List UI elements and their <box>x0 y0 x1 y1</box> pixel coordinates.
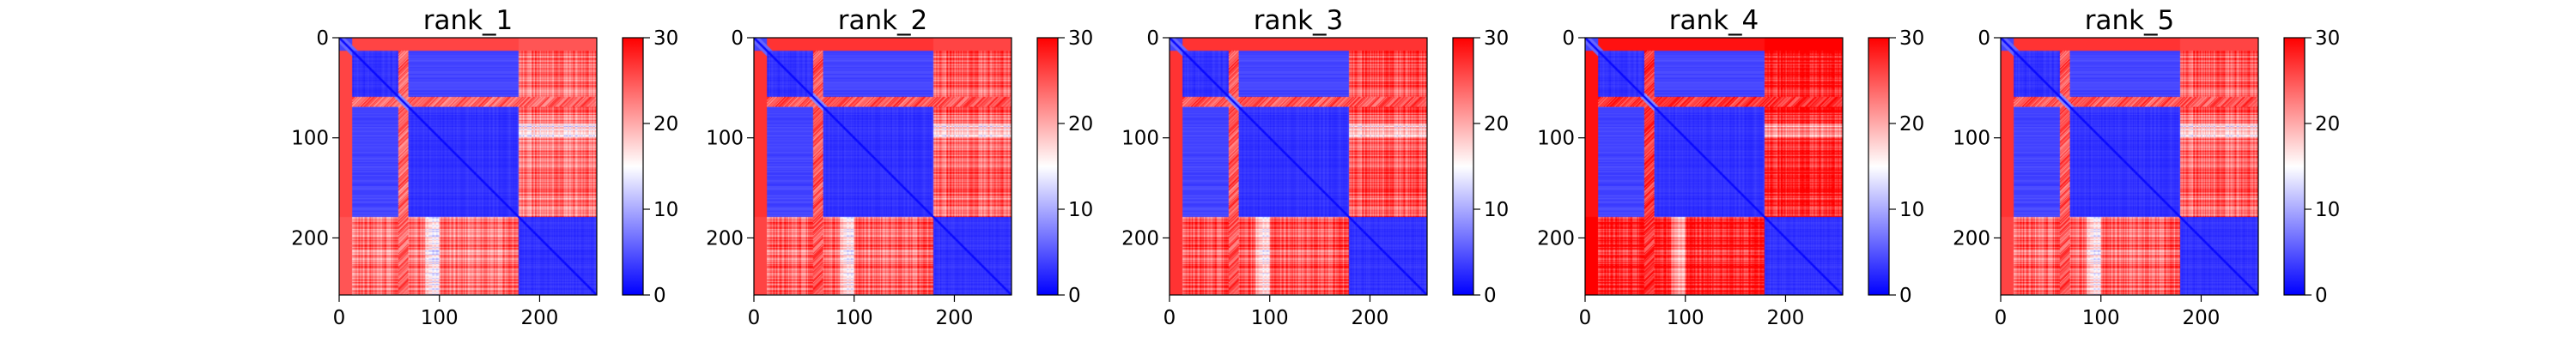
heatmap-image <box>1170 38 1427 295</box>
colorbar <box>622 37 644 296</box>
colorbar <box>2283 37 2306 296</box>
y-tick-label: 100 <box>706 128 744 150</box>
heatmap-frame <box>753 37 1012 296</box>
colorbar-tick-label: 10 <box>1899 199 1924 221</box>
colorbar <box>1868 37 1890 296</box>
y-tick-label: 0 <box>1978 27 1990 50</box>
x-tick-label: 100 <box>1667 307 1704 329</box>
x-tick-label: 100 <box>1251 307 1289 329</box>
colorbar-tick-label: 20 <box>1899 113 1924 135</box>
colorbar-tick-label: 30 <box>653 27 678 50</box>
heatmap-panel: rank_3 0 100 200 0 100 200 0 10 20 30 <box>1121 5 1509 329</box>
x-tick-label: 0 <box>333 307 346 329</box>
colorbar-tick-label: 10 <box>2315 199 2340 221</box>
y-tick-label: 0 <box>1146 27 1159 50</box>
colorbar-tick-label: 20 <box>2315 113 2340 135</box>
x-tick-label: 0 <box>1579 307 1592 329</box>
y-tick-label: 100 <box>1953 128 1990 150</box>
y-tick-label: 100 <box>1537 128 1575 150</box>
y-tick-label: 200 <box>1953 227 1990 250</box>
x-tick-label: 100 <box>835 307 873 329</box>
colorbar-tick-label: 30 <box>1068 27 1093 50</box>
colorbar-tick-label: 10 <box>1484 199 1509 221</box>
x-tick-label: 0 <box>1995 307 2008 329</box>
y-tick-label: 200 <box>1121 227 1159 250</box>
x-tick-label: 100 <box>2082 307 2120 329</box>
colorbar-tick-label: 0 <box>1899 285 1912 307</box>
y-tick-label: 200 <box>291 227 329 250</box>
heatmap-panel: rank_5 0 100 200 0 100 200 0 10 20 30 <box>1953 5 2340 329</box>
panel-title: rank_2 <box>838 5 928 36</box>
y-tick-label: 0 <box>731 27 744 50</box>
colorbar-tick-label: 0 <box>1068 285 1081 307</box>
x-tick-label: 200 <box>1352 307 1389 329</box>
heatmap-frame <box>338 37 598 296</box>
colorbar-tick-label: 30 <box>2315 27 2340 50</box>
colorbar-tick-label: 10 <box>1068 199 1093 221</box>
heatmap-image <box>2001 38 2258 295</box>
y-tick-label: 0 <box>316 27 329 50</box>
panel-title: rank_3 <box>1254 5 1344 36</box>
colorbar-tick-label: 0 <box>1484 285 1497 307</box>
y-tick-label: 200 <box>1537 227 1575 250</box>
colorbar-tick-label: 10 <box>653 199 678 221</box>
colorbar-tick-label: 20 <box>653 113 678 135</box>
colorbar-tick-label: 30 <box>1899 27 1924 50</box>
colorbar <box>1036 37 1059 296</box>
colorbar-tick-label: 30 <box>1484 27 1509 50</box>
colorbar-tick-label: 0 <box>2315 285 2328 307</box>
x-tick-label: 200 <box>2183 307 2221 329</box>
colorbar <box>1452 37 1474 296</box>
heatmap-panel: rank_1 0 100 200 0 100 200 0 10 20 30 <box>291 5 678 329</box>
y-tick-label: 0 <box>1562 27 1575 50</box>
heatmap-frame <box>1584 37 1844 296</box>
x-tick-label: 0 <box>748 307 761 329</box>
x-tick-label: 200 <box>1767 307 1805 329</box>
x-tick-label: 0 <box>1163 307 1176 329</box>
heatmap-image <box>339 38 597 295</box>
y-tick-label: 200 <box>706 227 744 250</box>
colorbar-tick-label: 20 <box>1484 113 1509 135</box>
heatmap-image <box>1585 38 1843 295</box>
heatmap-image <box>754 38 1012 295</box>
panel-title: rank_1 <box>423 5 513 36</box>
panel-title: rank_4 <box>1669 5 1759 36</box>
y-tick-label: 100 <box>291 128 329 150</box>
heatmap-panel: rank_4 0 100 200 0 100 200 0 10 20 30 <box>1537 5 1924 329</box>
heatmap-panel: rank_2 0 100 200 0 100 200 0 10 20 30 <box>706 5 1093 329</box>
x-tick-label: 200 <box>936 307 974 329</box>
heatmap-frame <box>2000 37 2259 296</box>
x-tick-label: 200 <box>521 307 559 329</box>
colorbar-tick-label: 0 <box>653 285 666 307</box>
x-tick-label: 100 <box>421 307 459 329</box>
colorbar-tick-label: 20 <box>1068 113 1093 135</box>
heatmap-frame <box>1169 37 1428 296</box>
panel-title: rank_5 <box>2085 5 2175 36</box>
y-tick-label: 100 <box>1121 128 1159 150</box>
